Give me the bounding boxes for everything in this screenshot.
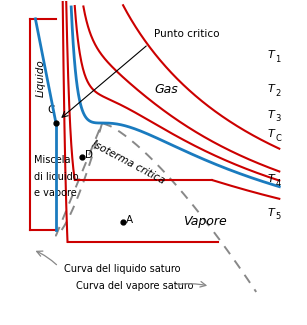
Text: T: T <box>268 84 274 94</box>
Text: D: D <box>85 150 93 160</box>
Text: T: T <box>268 129 274 139</box>
Text: 4: 4 <box>275 179 281 188</box>
Text: Punto critico: Punto critico <box>154 29 219 39</box>
Text: T: T <box>268 208 274 218</box>
Text: C: C <box>47 105 54 115</box>
Text: T: T <box>268 50 274 60</box>
Text: 5: 5 <box>275 213 281 222</box>
Text: Curva del liquido saturo: Curva del liquido saturo <box>64 265 180 274</box>
Text: Vapore: Vapore <box>183 215 227 228</box>
Text: A: A <box>126 215 134 225</box>
Text: di liquido: di liquido <box>34 172 79 181</box>
Text: 1: 1 <box>275 55 281 64</box>
Text: C: C <box>275 134 281 143</box>
Text: Isoterma critica: Isoterma critica <box>90 139 166 186</box>
Text: Gas: Gas <box>154 83 178 96</box>
Text: e vapore: e vapore <box>34 188 77 198</box>
Text: Liquido: Liquido <box>36 59 45 97</box>
Text: Curva del vapore saturo: Curva del vapore saturo <box>76 281 194 291</box>
Text: T: T <box>268 110 274 120</box>
Text: 3: 3 <box>275 114 281 123</box>
Text: T: T <box>268 174 274 184</box>
Text: Miscela: Miscela <box>34 155 71 165</box>
Text: 2: 2 <box>275 89 281 98</box>
